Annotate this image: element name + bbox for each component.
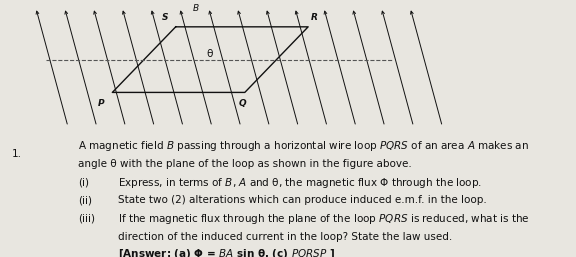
Text: Express, in terms of $B$, $A$ and θ, the magnetic flux Φ through the loop.: Express, in terms of $B$, $A$ and θ, the… — [118, 176, 482, 190]
Text: A magnetic field $B$ passing through a horizontal wire loop $PQRS$ of an area $A: A magnetic field $B$ passing through a h… — [78, 139, 529, 153]
Text: (ii): (ii) — [78, 195, 92, 205]
Text: P: P — [98, 99, 105, 108]
Text: State two (2) alterations which can produce induced e.m.f. in the loop.: State two (2) alterations which can prod… — [118, 195, 487, 205]
Text: [Answer: (a) Φ = $BA$ sin θ, (c) $PQRSP$ ]: [Answer: (a) Φ = $BA$ sin θ, (c) $PQRSP$… — [118, 248, 335, 257]
Text: If the magnetic flux through the plane of the loop $PQRS$ is reduced, what is th: If the magnetic flux through the plane o… — [118, 212, 530, 226]
Text: S: S — [162, 13, 168, 22]
Text: B: B — [193, 4, 199, 13]
Text: θ: θ — [206, 49, 213, 59]
Text: (iii): (iii) — [78, 214, 95, 224]
Text: R: R — [311, 13, 318, 22]
Text: Q: Q — [239, 99, 247, 108]
Text: 1.: 1. — [12, 149, 21, 159]
Text: (i): (i) — [78, 178, 89, 188]
Text: angle θ with the plane of the loop as shown in the figure above.: angle θ with the plane of the loop as sh… — [78, 160, 411, 169]
Text: direction of the induced current in the loop? State the law used.: direction of the induced current in the … — [118, 232, 452, 242]
